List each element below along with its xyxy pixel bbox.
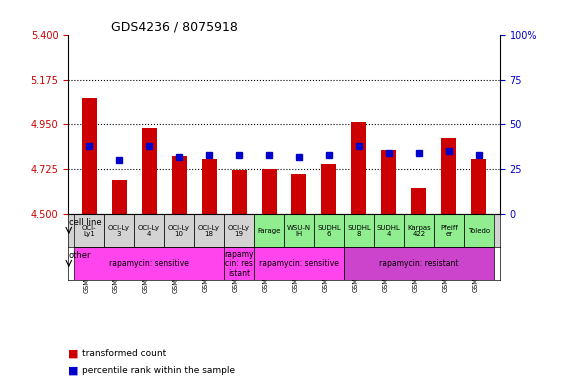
Text: cell line: cell line (69, 218, 101, 227)
Text: Karpas
422: Karpas 422 (407, 225, 431, 237)
Text: GSM673826: GSM673826 (113, 252, 119, 293)
FancyBboxPatch shape (194, 214, 224, 247)
Text: percentile rank within the sample: percentile rank within the sample (82, 366, 236, 375)
Bar (411, 189, 427, 214)
FancyBboxPatch shape (134, 214, 164, 247)
Text: OCI-Ly
18: OCI-Ly 18 (198, 225, 220, 237)
Text: rapamy
cin: res
istant: rapamy cin: res istant (224, 250, 254, 278)
Text: GSM673831: GSM673831 (353, 252, 359, 292)
Text: SUDHL
4: SUDHL 4 (377, 225, 401, 237)
Text: Farage: Farage (257, 228, 281, 234)
Bar (321, 164, 336, 214)
FancyBboxPatch shape (254, 214, 284, 247)
FancyBboxPatch shape (284, 214, 314, 247)
Bar (232, 170, 247, 214)
Text: ■: ■ (68, 366, 78, 376)
Text: GSM673836: GSM673836 (293, 252, 299, 293)
FancyBboxPatch shape (224, 247, 254, 280)
FancyBboxPatch shape (224, 214, 254, 247)
Text: OCI-Ly
3: OCI-Ly 3 (108, 225, 130, 237)
Text: GSM673830: GSM673830 (233, 252, 239, 293)
Text: transformed count: transformed count (82, 349, 166, 358)
Text: Toledo: Toledo (468, 228, 490, 234)
FancyBboxPatch shape (374, 214, 404, 247)
Text: GSM673828: GSM673828 (173, 252, 179, 293)
Text: rapamycin: resistant: rapamycin: resistant (379, 259, 458, 268)
FancyBboxPatch shape (74, 214, 104, 247)
Text: SUDHL
8: SUDHL 8 (347, 225, 371, 237)
Text: GSM673827: GSM673827 (143, 252, 149, 293)
Bar (112, 180, 127, 214)
Text: GSM673838: GSM673838 (323, 252, 329, 293)
Text: OCI-Ly
4: OCI-Ly 4 (138, 225, 160, 237)
Bar (441, 139, 456, 214)
FancyBboxPatch shape (104, 214, 134, 247)
Text: WSU-N
IH: WSU-N IH (287, 225, 311, 237)
Bar (291, 174, 307, 214)
Text: ■: ■ (68, 348, 78, 358)
FancyBboxPatch shape (344, 214, 374, 247)
Text: OCI-Ly
19: OCI-Ly 19 (228, 225, 250, 237)
FancyBboxPatch shape (74, 247, 224, 280)
FancyBboxPatch shape (404, 214, 434, 247)
Text: GSM673834: GSM673834 (443, 252, 449, 293)
Text: GSM673825: GSM673825 (83, 252, 89, 293)
Text: GSM673835: GSM673835 (473, 252, 479, 293)
Text: SUDHL
6: SUDHL 6 (317, 225, 341, 237)
Text: other: other (69, 251, 91, 260)
Bar (202, 159, 216, 214)
Text: GSM673837: GSM673837 (383, 252, 389, 293)
Text: GSM673833: GSM673833 (413, 252, 419, 292)
Bar (352, 122, 366, 214)
Text: GSM673829: GSM673829 (203, 252, 209, 293)
Text: OCI-
Ly1: OCI- Ly1 (82, 225, 97, 237)
Bar (261, 169, 277, 214)
Bar (382, 151, 396, 214)
Text: Pfeiff
er: Pfeiff er (440, 225, 458, 237)
Bar (471, 159, 486, 214)
Text: GDS4236 / 8075918: GDS4236 / 8075918 (111, 20, 238, 33)
FancyBboxPatch shape (464, 214, 494, 247)
Text: rapamycin: sensitive: rapamycin: sensitive (109, 259, 189, 268)
FancyBboxPatch shape (344, 247, 494, 280)
Text: OCI-Ly
10: OCI-Ly 10 (168, 225, 190, 237)
FancyBboxPatch shape (164, 214, 194, 247)
FancyBboxPatch shape (254, 247, 344, 280)
Bar (172, 156, 186, 214)
Text: GSM673832: GSM673832 (263, 252, 269, 293)
FancyBboxPatch shape (314, 214, 344, 247)
Bar (141, 129, 157, 214)
Bar (82, 99, 97, 214)
FancyBboxPatch shape (434, 214, 464, 247)
Text: rapamycin: sensitive: rapamycin: sensitive (259, 259, 339, 268)
